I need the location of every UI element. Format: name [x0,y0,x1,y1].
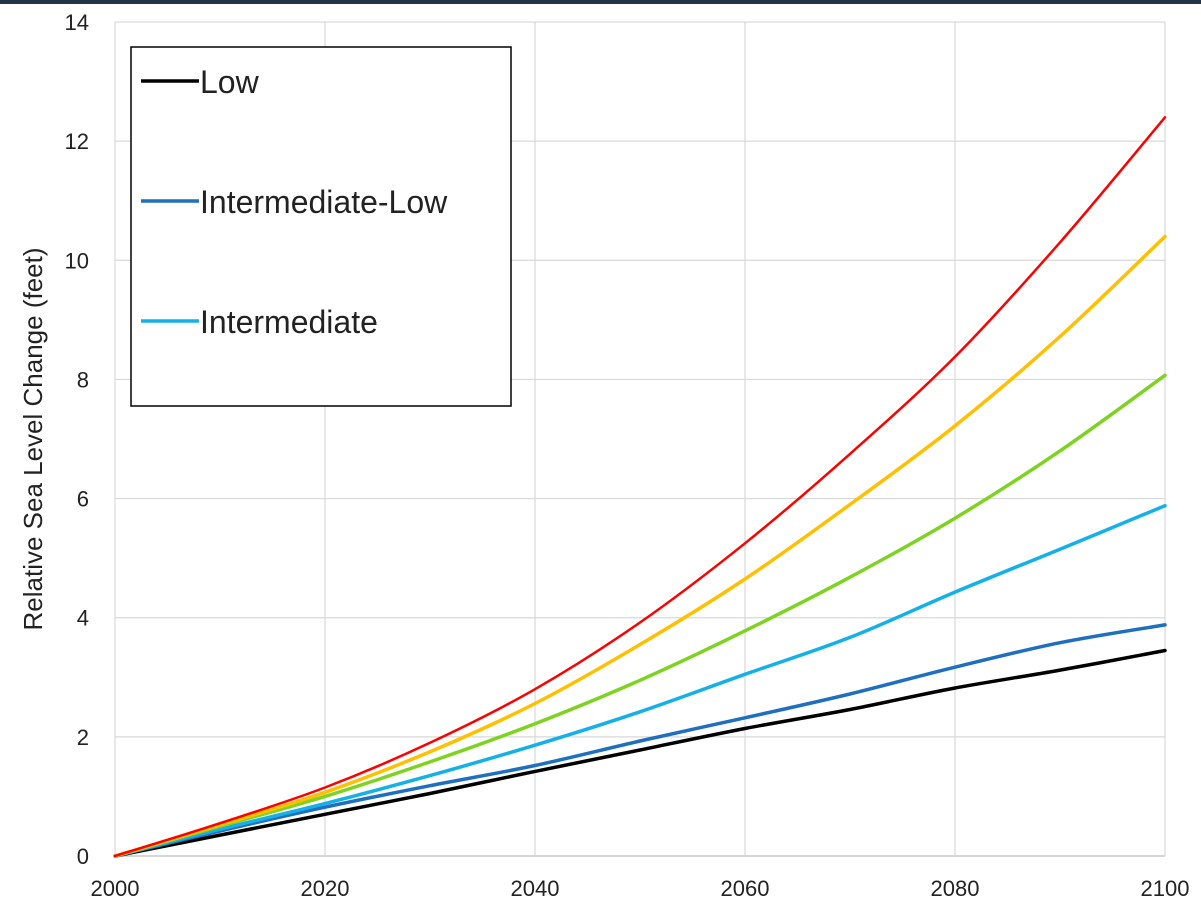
y-tick-label: 14 [65,10,89,35]
series-lines [113,116,1167,858]
series-line-unnamed-5 [113,234,1167,858]
y-tick-label: 6 [77,487,89,512]
series-line-low [113,648,1167,858]
legend-box [130,46,512,407]
series-line-intermediate-low [113,623,1167,858]
legend: Low Intermediate-Low Intermediate [130,46,512,407]
y-tick-label: 12 [65,129,89,154]
x-tick-label: 2080 [931,876,980,901]
x-tick-label: 2020 [301,876,350,901]
x-axis-ticks: 2000 2020 2040 2060 2080 2100 [91,876,1190,901]
series-line-unnamed-4 [113,373,1167,858]
series-line-intermediate [113,503,1167,858]
x-tick-label: 2060 [721,876,770,901]
top-border [0,0,1201,4]
y-tick-label: 10 [65,248,89,273]
x-tick-label: 2100 [1141,876,1190,901]
legend-label-intermediate: Intermediate [200,304,378,340]
y-tick-label: 8 [77,367,89,392]
x-tick-label: 2000 [91,876,140,901]
legend-label-low: Low [200,64,260,100]
series-line-unnamed-6 [113,116,1167,858]
y-axis-ticks: 0 2 4 6 8 10 12 14 [65,10,89,869]
y-tick-label: 4 [77,606,89,631]
y-tick-label: 2 [77,725,89,750]
x-tick-label: 2040 [511,876,560,901]
legend-label-intermediate-low: Intermediate-Low [200,184,448,220]
y-axis-title: Relative Sea Level Change (feet) [18,247,48,630]
y-tick-label: 0 [77,844,89,869]
